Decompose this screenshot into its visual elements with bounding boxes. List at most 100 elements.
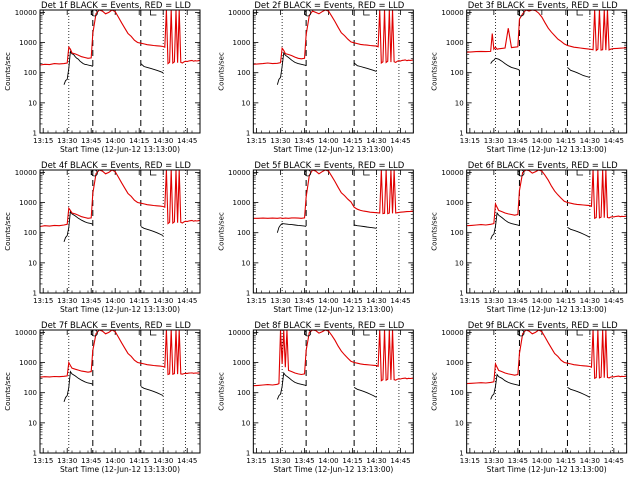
y-axis-label: Counts/sec	[4, 372, 12, 411]
events-series-line	[140, 63, 164, 74]
state-marker-icon	[576, 10, 584, 16]
x-tick-label: 14:45	[604, 137, 624, 145]
x-tick-label: 13:45	[508, 457, 528, 465]
state-marker-icon	[150, 10, 157, 16]
x-tick-label: 14:15	[556, 457, 576, 465]
x-tick-label: 13:15	[246, 457, 266, 465]
x-tick-label: 14:00	[318, 137, 338, 145]
plot-frame	[252, 9, 414, 134]
lld-series-line	[40, 170, 200, 228]
x-tick-label: 14:45	[390, 137, 410, 145]
chart-panel-8: Det 8f BLACK = Events, RED = LLD Counts/s…	[217, 321, 414, 474]
x-tick-label: 14:15	[129, 457, 149, 465]
x-tick-label: 13:30	[484, 297, 504, 305]
x-tick-label: 13:15	[460, 137, 480, 145]
x-tick-label: 14:15	[129, 137, 149, 145]
state-marker-icon	[150, 170, 157, 176]
x-tick-label: 13:45	[294, 297, 314, 305]
chart-title: Det 6f BLACK = Events, RED = LLD	[468, 161, 618, 171]
x-tick-label: 13:30	[57, 457, 77, 465]
y-tick-label: 1	[246, 130, 250, 138]
series-group	[466, 330, 627, 400]
y-tick-label: 1000	[19, 359, 37, 367]
series-group	[466, 170, 627, 240]
y-tick-label: 1000	[233, 39, 251, 47]
events-series-line	[353, 387, 377, 398]
series-group	[253, 10, 414, 85]
events-series-line	[63, 50, 94, 85]
x-tick-label: 13:30	[270, 457, 290, 465]
y-tick-label: 10000	[441, 9, 463, 17]
chart-title: Det 2f BLACK = Events, RED = LLD	[254, 1, 404, 11]
x-tick-label: 14:15	[556, 297, 576, 305]
y-axis-label: Counts/sec	[217, 372, 225, 411]
x-tick-label: 14:45	[604, 297, 624, 305]
chart-panel-1: Det 1f BLACK = Events, RED = LLD Counts/s…	[4, 1, 201, 154]
lld-series-line	[40, 10, 200, 66]
x-axis-label: Start Time (12-Jun-12 13:13:00)	[60, 305, 180, 314]
y-tick-label: 10	[455, 259, 464, 267]
y-tick-label: 1000	[19, 39, 37, 47]
x-tick-label: 13:30	[57, 137, 77, 145]
x-tick-label: 14:30	[580, 137, 600, 145]
x-tick-label: 14:00	[532, 137, 552, 145]
y-axis-label: Counts/sec	[217, 212, 225, 251]
state-marker-icon	[576, 170, 584, 176]
x-tick-label: 14:30	[580, 297, 600, 305]
x-axis-label: Start Time (12-Jun-12 13:13:00)	[273, 145, 393, 154]
events-series-line	[353, 62, 377, 72]
y-tick-label: 10	[28, 99, 37, 107]
x-tick-label: 13:15	[33, 137, 53, 145]
x-tick-label: 14:00	[532, 297, 552, 305]
y-tick-label: 1000	[233, 199, 251, 207]
y-tick-label: 10000	[228, 329, 250, 337]
events-series-line	[276, 51, 307, 85]
y-axis-label: Counts/sec	[4, 212, 12, 251]
plot-frame	[252, 169, 414, 294]
x-tick-label: 13:45	[294, 457, 314, 465]
lld-series-line	[253, 330, 414, 387]
x-tick-label: 13:30	[484, 137, 504, 145]
y-tick-label: 10	[241, 259, 250, 267]
y-tick-label: 1000	[19, 199, 37, 207]
x-tick-label: 13:30	[57, 297, 77, 305]
events-series-line	[63, 210, 93, 242]
y-tick-label: 1	[459, 290, 463, 298]
chart-panel-5: Det 5f BLACK = Events, RED = LLD Counts/s…	[217, 161, 414, 314]
lld-series-line	[253, 10, 414, 65]
x-tick-label: 13:15	[460, 297, 480, 305]
y-tick-label: 1	[459, 450, 463, 458]
events-series-line	[490, 211, 520, 240]
chart-panel-2: Det 2f BLACK = Events, RED = LLD Counts/s…	[217, 1, 414, 154]
y-tick-label: 100	[450, 389, 463, 397]
x-tick-label: 14:30	[580, 457, 600, 465]
x-tick-label: 13:45	[81, 457, 101, 465]
chart-panel-6: Det 6f BLACK = Events, RED = LLD Counts/s…	[431, 161, 628, 314]
events-series-line	[354, 224, 377, 229]
y-axis-label: Counts/sec	[217, 52, 225, 91]
lld-series-line	[40, 330, 200, 378]
x-tick-label: 14:00	[318, 297, 338, 305]
y-tick-label: 100	[24, 69, 37, 77]
y-axis-label: Counts/sec	[4, 52, 12, 91]
x-tick-label: 13:30	[270, 137, 290, 145]
state-marker-icon	[363, 10, 370, 16]
y-tick-label: 10	[241, 419, 250, 427]
plot-frame	[39, 169, 201, 294]
x-tick-label: 13:15	[33, 297, 53, 305]
chart-title: Det 1f BLACK = Events, RED = LLD	[41, 1, 191, 11]
y-axis-label: Counts/sec	[431, 372, 439, 411]
x-tick-label: 14:30	[366, 137, 386, 145]
y-tick-label: 1	[246, 450, 250, 458]
y-tick-label: 10000	[15, 9, 37, 17]
y-tick-label: 1	[246, 290, 250, 298]
y-tick-label: 10000	[228, 9, 250, 17]
x-tick-label: 13:15	[246, 297, 266, 305]
y-tick-label: 10	[241, 99, 250, 107]
chart-title: Det 9f BLACK = Events, RED = LLD	[468, 321, 618, 331]
y-tick-label: 100	[237, 389, 250, 397]
events-series-line	[567, 387, 591, 398]
x-tick-label: 13:45	[294, 137, 314, 145]
chart-panel-3: Det 3f BLACK = Events, RED = LLD Counts/s…	[431, 1, 628, 154]
lld-series-line	[253, 170, 414, 219]
